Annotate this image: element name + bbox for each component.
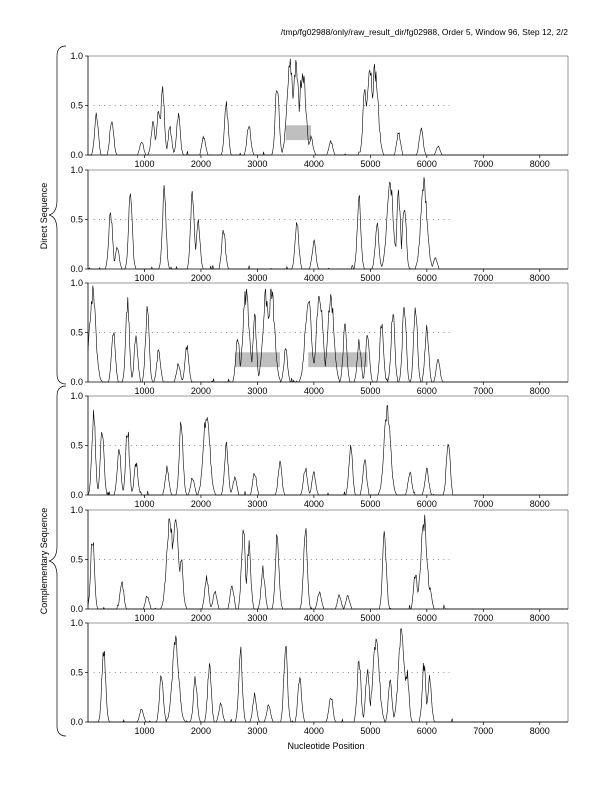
frame-1-x-tick-label-4: 5000: [360, 159, 380, 169]
frame-6-x-tick-label-2: 3000: [247, 726, 267, 736]
frame-5-signal-line: [87, 514, 568, 610]
frame-4-y-tick-label-2: 1.0: [70, 391, 83, 401]
frame-5-x-tick-label-4: 5000: [360, 613, 380, 623]
frame-2-axes-frame: [87, 170, 568, 270]
panel-frame-1: 0.0 0.5 1.0 1000 2000 3000 4000 5000 6000 7000 800…: [70, 51, 569, 169]
frame-6-signal-line: [88, 628, 568, 723]
frame-2-x-tick-label-7: 8000: [530, 273, 550, 283]
frame-4-x-tick-label-4: 5000: [360, 499, 380, 509]
frame-5-y-tick-label-0: 0.0: [70, 604, 83, 614]
frame-4-signal-line: [87, 404, 568, 496]
frame-4-x-tick-label-3: 4000: [304, 499, 324, 509]
frame-1-signal-line: [88, 58, 568, 156]
frame-3-x-tick-label-4: 5000: [360, 386, 380, 396]
panel-frame-6: 0.0 0.5 1.0 1000 2000 3000 4000 5000 6000 7000 800…: [70, 618, 569, 736]
frame-3-signal-line: [87, 285, 568, 384]
frame-6-x-tick-label-7: 8000: [530, 726, 550, 736]
frame-2-x-tick-label-6: 7000: [473, 273, 493, 283]
frame-1-x-tick-label-1: 2000: [191, 159, 211, 169]
frame-2-y-tick-label-1: 0.5: [70, 215, 83, 225]
frame-1-x-tick-label-7: 8000: [530, 159, 550, 169]
frame-1-y-tick-label-0: 0.0: [70, 150, 83, 160]
frame-6-x-tick-label-5: 6000: [417, 726, 437, 736]
complementary-sequence-label: Complementary Sequence: [39, 508, 49, 615]
frame-2-x-tick-label-0: 1000: [134, 273, 154, 283]
frame-3-x-tick-label-1: 2000: [191, 386, 211, 396]
frame-3-shaded-region-1: [308, 352, 368, 368]
frame-3-y-tick-label-1: 0.5: [70, 328, 83, 338]
frame-1-axes-frame: [87, 56, 568, 156]
frame-3-y-tick-label-2: 1.0: [70, 278, 83, 288]
group-labels: Direct Sequence Complementary Sequence: [39, 45, 67, 737]
frame-1-shaded-region-0: [285, 125, 312, 141]
frame-5-x-tick-label-2: 3000: [247, 613, 267, 623]
frame-3-y-tick-label-0: 0.0: [70, 377, 83, 387]
panel-frame-5: 0.0 0.5 1.0 1000 2000 3000 4000 5000 6000 7000 800…: [70, 505, 569, 623]
frame-1-x-tick-label-3: 4000: [304, 159, 324, 169]
frame-1-x-tick-label-5: 6000: [417, 159, 437, 169]
frame-5-x-tick-label-3: 4000: [304, 613, 324, 623]
frame-2-x-tick-label-4: 5000: [360, 273, 380, 283]
frame-3-x-tick-label-0: 1000: [134, 386, 154, 396]
frame-5-y-tick-label-2: 1.0: [70, 505, 83, 515]
frame-2-y-tick-label-0: 0.0: [70, 264, 83, 274]
panel-frame-4: 0.0 0.5 1.0 1000 2000 3000 4000 5000 6000 7000 800…: [70, 391, 569, 509]
frame-3-x-tick-label-5: 6000: [417, 386, 437, 396]
frame-5-x-tick-label-0: 1000: [134, 613, 154, 623]
frame-6-x-tick-label-0: 1000: [134, 726, 154, 736]
frame-2-x-tick-label-1: 2000: [191, 273, 211, 283]
frame-5-axes-frame: [87, 510, 568, 610]
frame-4-x-tick-label-0: 1000: [134, 499, 154, 509]
frame-1-y-tick-label-2: 1.0: [70, 51, 83, 61]
frame-1-x-tick-label-2: 3000: [247, 159, 267, 169]
chart-header: /tmp/fg02988/only/raw_result_dir/fg02988…: [281, 27, 569, 37]
frame-1-x-tick-label-6: 7000: [473, 159, 493, 169]
frame-5-y-tick-label-1: 0.5: [70, 555, 83, 565]
frame-6-x-tick-label-6: 7000: [473, 726, 493, 736]
frame-5-x-tick-label-6: 7000: [473, 613, 493, 623]
frame-2-signal-line: [88, 177, 568, 270]
panel-frame-2: 0.0 0.5 1.0 1000 2000 3000 4000 5000 6000 7000 800…: [70, 165, 569, 283]
x-axis-title: Nucleotide Position: [287, 741, 364, 751]
frame-3-x-tick-label-2: 3000: [247, 386, 267, 396]
frame-3-x-tick-label-7: 8000: [530, 386, 550, 396]
frame-6-y-tick-label-0: 0.0: [70, 717, 83, 727]
frame-4-x-tick-label-2: 3000: [247, 499, 267, 509]
frame-6-y-tick-label-2: 1.0: [70, 618, 83, 628]
panel-frame-3: 0.0 0.5 1.0 1000 2000 3000 4000 5000 6000 7000 800…: [70, 278, 569, 396]
direct-brace: [48, 45, 67, 385]
direct-sequence-label: Direct Sequence: [39, 183, 49, 250]
frame-2-y-tick-label-2: 1.0: [70, 165, 83, 175]
frame-6-x-tick-label-3: 4000: [304, 726, 324, 736]
frame-4-x-tick-label-7: 8000: [530, 499, 550, 509]
frame-6-x-tick-label-4: 5000: [360, 726, 380, 736]
frame-2-x-tick-label-2: 3000: [247, 273, 267, 283]
frame-4-x-tick-label-1: 2000: [191, 499, 211, 509]
frame-5-x-tick-label-7: 8000: [530, 613, 550, 623]
frame-2-x-tick-label-3: 4000: [304, 273, 324, 283]
frame-4-x-tick-label-6: 7000: [473, 499, 493, 509]
frame-5-x-tick-label-1: 2000: [191, 613, 211, 623]
frame-4-y-tick-label-0: 0.0: [70, 490, 83, 500]
complementary-brace: [48, 385, 67, 737]
panels: 0.0 0.5 1.0 1000 2000 3000 4000 5000 6000 7000 800…: [70, 51, 569, 736]
frame-2-x-tick-label-5: 6000: [417, 273, 437, 283]
frame-4-axes-frame: [87, 396, 568, 496]
frame-6-y-tick-label-1: 0.5: [70, 668, 83, 678]
frame-6-axes-frame: [87, 623, 568, 723]
frame-4-x-tick-label-5: 6000: [417, 499, 437, 509]
frame-5-x-tick-label-5: 6000: [417, 613, 437, 623]
frame-4-y-tick-label-1: 0.5: [70, 441, 83, 451]
frame-6-x-tick-label-1: 2000: [191, 726, 211, 736]
frame-1-y-tick-label-1: 0.5: [70, 101, 83, 111]
frame-3-x-tick-label-6: 7000: [473, 386, 493, 396]
frame-3-x-tick-label-3: 4000: [304, 386, 324, 396]
frame-1-x-tick-label-0: 1000: [134, 159, 154, 169]
